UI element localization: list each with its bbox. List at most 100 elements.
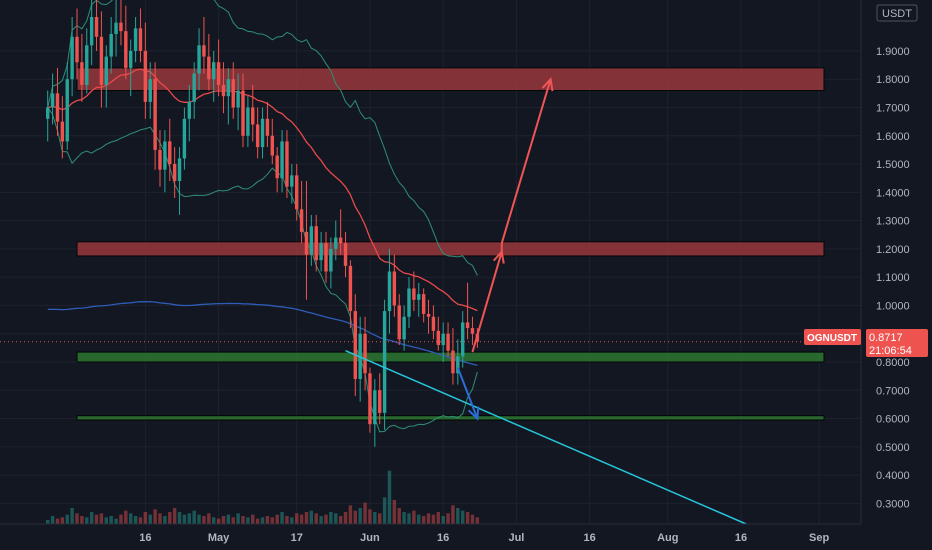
price-tick-label: 1.1000 [876, 272, 910, 284]
price-tick-label: 0.4000 [876, 470, 910, 482]
time-tick-label: May [208, 532, 230, 544]
candle-body [343, 243, 348, 266]
candle-body [270, 135, 275, 156]
currency-badge[interactable] [876, 4, 918, 22]
volume-bar [431, 514, 436, 524]
volume-bar [426, 513, 431, 524]
price-axis-panel[interactable] [861, 0, 932, 550]
candle-body [119, 22, 123, 32]
bullish-projection-arrow [471, 78, 552, 353]
volume-bar [211, 517, 216, 524]
volume-bar [358, 508, 362, 524]
candle-body [299, 209, 304, 232]
candle-body [231, 79, 235, 108]
candle-body [260, 118, 265, 148]
candle-body [197, 45, 201, 74]
candle-body [265, 118, 270, 136]
volume-bar [60, 517, 65, 524]
candle-body [182, 118, 187, 159]
volume-bar [255, 518, 260, 524]
candle-body [417, 294, 421, 300]
volume-bar [465, 512, 470, 524]
volume-bar [387, 470, 392, 524]
candle-body [241, 90, 245, 136]
volume-bar [80, 516, 84, 524]
volume-bar [187, 513, 192, 524]
candle-body [216, 62, 221, 85]
bullish-projection-arrow-head [541, 77, 554, 92]
candle-body [89, 17, 94, 46]
symbol-tag [804, 329, 861, 345]
candle-body [80, 62, 84, 85]
volume-bar [412, 510, 416, 524]
volume-bar [421, 516, 426, 524]
candle-body [153, 79, 157, 150]
volume-bar [192, 510, 196, 524]
candle-body [168, 141, 172, 165]
candles [45, 0, 480, 447]
volume-bar [402, 512, 406, 524]
volume-bar [85, 517, 89, 524]
volume-bar [319, 516, 323, 524]
volume-bar [368, 509, 372, 524]
volume-bar [275, 514, 279, 524]
zones [76, 67, 825, 421]
volume-bar [55, 518, 60, 524]
volume-bar [280, 512, 284, 524]
volume-bar [470, 514, 475, 524]
volume-bar [138, 517, 143, 524]
price-tick-labels: 0.30000.40000.50000.60000.70000.80000.90… [876, 46, 910, 510]
volume-bar [182, 514, 187, 524]
volume-bar [446, 513, 450, 524]
candle-body [148, 79, 152, 102]
volume-bar [109, 516, 113, 524]
candle-body [460, 322, 465, 357]
candle-body [373, 390, 377, 425]
candle-body [426, 313, 431, 317]
candle-body [202, 45, 206, 57]
candle-body [294, 175, 299, 210]
volume-bar [417, 514, 421, 524]
candle-body [275, 155, 279, 179]
candle-body [50, 93, 55, 108]
currency-label: USDT [882, 8, 912, 20]
candle-body [128, 50, 133, 68]
bullish-projection-arrow-head [492, 249, 505, 264]
indicators [47, 0, 478, 433]
volume-bar [226, 514, 231, 524]
candle-body [158, 149, 162, 170]
candle-body [309, 226, 314, 255]
candle-body [172, 164, 177, 182]
candle-body [226, 79, 231, 97]
symbol-label: OGNUSDT [807, 333, 857, 344]
volume-bar [207, 513, 211, 524]
volume-bar [353, 510, 358, 524]
time-tick-label: Jun [360, 532, 380, 544]
candle-body [207, 56, 211, 80]
volume-bar [99, 513, 104, 524]
volume-bar [451, 505, 455, 524]
price-tick-label: 0.8000 [876, 357, 910, 369]
time-axis-panel[interactable] [0, 524, 932, 550]
last-price-tag[interactable]: OGNUSDT 0.8717 21:06:54 [804, 329, 928, 357]
candle-body [363, 333, 367, 374]
time-tick-label: 17 [291, 532, 303, 544]
volume-bar [143, 512, 148, 524]
volume-bar [314, 513, 318, 524]
time-tick-label: Sep [809, 532, 829, 544]
bollinger-upper-line [47, 0, 478, 276]
candle-body [285, 141, 289, 187]
volume-bar [231, 517, 235, 524]
time-tick-label: Aug [657, 532, 678, 544]
volume-bar [441, 516, 445, 524]
candle-body [221, 84, 226, 97]
candle-body [163, 141, 167, 170]
volume-bar [329, 512, 333, 524]
volume-bar [153, 509, 157, 524]
price-tick-label: 0.5000 [876, 442, 910, 454]
candle-body [45, 107, 50, 119]
candle-body [314, 226, 318, 261]
candle-countdown: 21:06:54 [869, 345, 912, 357]
price-tick-label: 1.0000 [876, 300, 910, 312]
